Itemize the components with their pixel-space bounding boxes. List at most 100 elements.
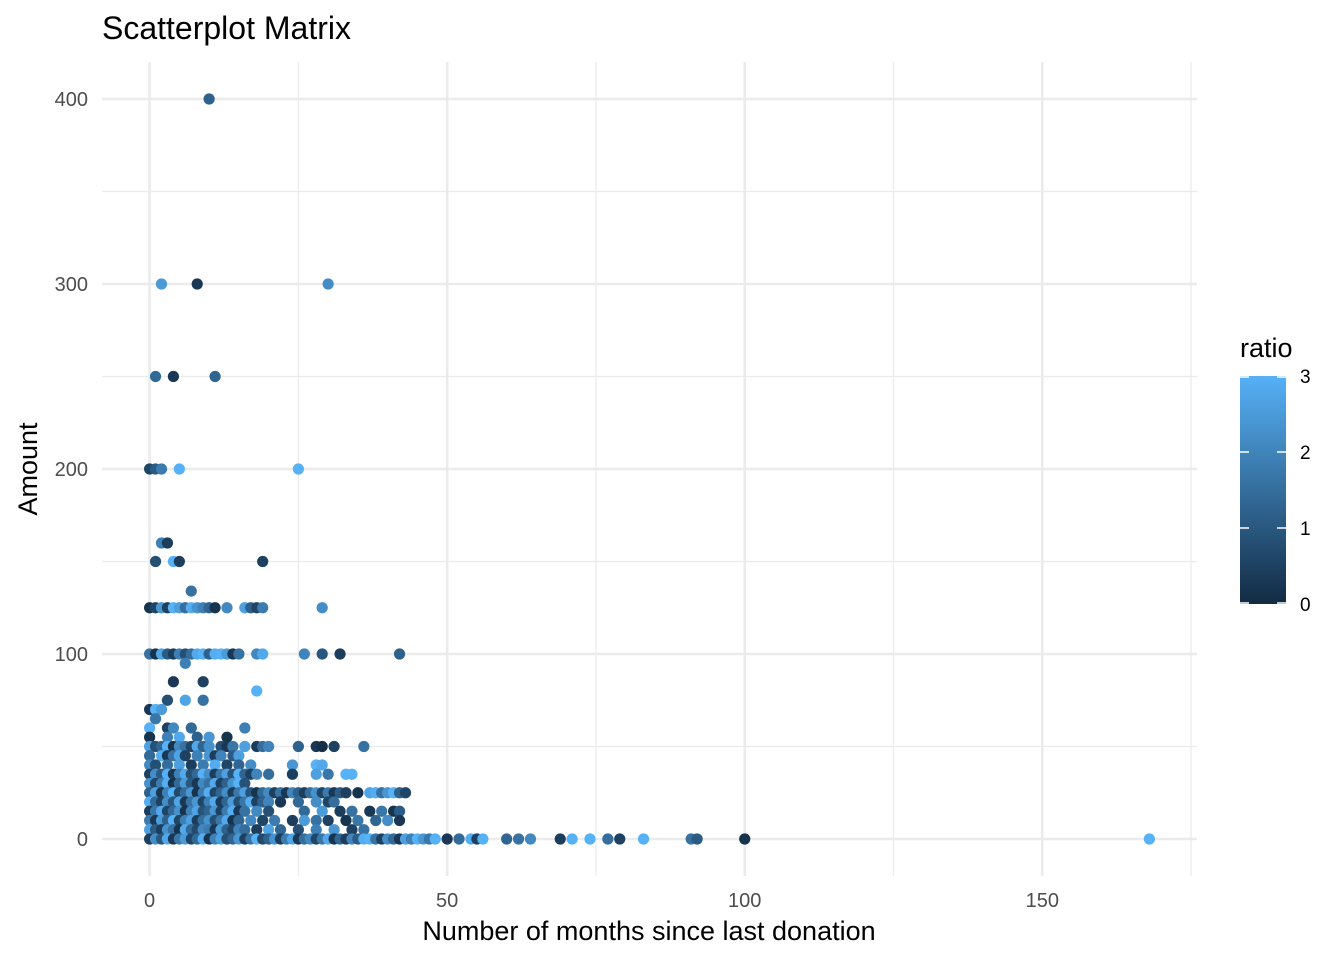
data-point bbox=[179, 750, 191, 762]
data-point bbox=[292, 740, 304, 753]
data-point bbox=[322, 768, 334, 780]
data-point bbox=[346, 805, 358, 817]
data-point bbox=[173, 731, 185, 743]
data-point bbox=[512, 833, 525, 845]
data-point bbox=[167, 370, 180, 383]
data-point bbox=[155, 703, 168, 716]
data-point bbox=[185, 585, 197, 597]
data-point bbox=[209, 602, 221, 614]
data-point bbox=[185, 722, 197, 734]
data-point bbox=[257, 555, 269, 568]
data-point bbox=[310, 824, 322, 836]
data-point bbox=[161, 694, 174, 706]
data-point bbox=[245, 759, 257, 771]
colorbar-ticks: 0 1 2 3 bbox=[1240, 367, 1311, 616]
chart-title: Scatterplot Matrix bbox=[102, 10, 351, 46]
y-axis-title: Amount bbox=[13, 422, 43, 516]
data-point bbox=[221, 731, 233, 743]
y-axis-ticks: 0 100 200 300 400 bbox=[55, 89, 88, 851]
data-points bbox=[144, 93, 1155, 845]
data-point bbox=[554, 833, 566, 845]
data-point bbox=[251, 824, 263, 836]
data-point bbox=[358, 824, 370, 836]
colorbar-tick-label: 1 bbox=[1300, 519, 1311, 540]
data-point bbox=[292, 824, 304, 836]
data-point bbox=[161, 759, 174, 771]
data-point bbox=[167, 722, 180, 734]
data-point bbox=[263, 768, 275, 780]
data-point bbox=[298, 805, 310, 817]
data-point bbox=[221, 759, 233, 771]
data-point bbox=[239, 740, 251, 753]
data-point bbox=[173, 555, 185, 568]
colorbar bbox=[1240, 376, 1286, 604]
data-point bbox=[239, 777, 251, 790]
data-point bbox=[292, 796, 304, 808]
data-point bbox=[191, 731, 203, 743]
data-point bbox=[149, 713, 162, 725]
data-point bbox=[227, 740, 239, 753]
legend-title: ratio bbox=[1240, 333, 1293, 363]
data-point bbox=[251, 768, 263, 780]
data-point bbox=[393, 648, 406, 660]
data-point bbox=[149, 555, 162, 568]
x-axis-ticks: 0 50 100 150 bbox=[144, 890, 1059, 912]
colorbar-tick-label: 3 bbox=[1300, 367, 1311, 388]
data-point bbox=[155, 278, 168, 290]
data-point bbox=[155, 463, 168, 475]
data-point bbox=[340, 814, 352, 827]
data-point bbox=[239, 805, 251, 817]
data-point bbox=[173, 463, 185, 475]
data-point bbox=[263, 796, 275, 808]
y-tick-label: 300 bbox=[55, 274, 88, 296]
data-point bbox=[316, 759, 328, 771]
data-point bbox=[316, 805, 328, 817]
data-point bbox=[233, 814, 245, 827]
data-point bbox=[197, 676, 209, 688]
data-point bbox=[316, 740, 328, 753]
data-point bbox=[316, 602, 328, 614]
data-point bbox=[370, 814, 382, 827]
data-point bbox=[477, 833, 489, 845]
data-point bbox=[346, 768, 358, 780]
data-point bbox=[173, 759, 185, 771]
data-point bbox=[334, 648, 346, 660]
colorbar-tick-label: 0 bbox=[1300, 595, 1311, 616]
data-point bbox=[233, 648, 245, 660]
x-tick-label: 0 bbox=[144, 890, 155, 912]
data-point bbox=[257, 648, 269, 660]
data-point bbox=[566, 833, 578, 845]
data-point bbox=[524, 833, 537, 845]
data-point bbox=[209, 759, 221, 771]
data-point bbox=[739, 833, 751, 845]
data-point bbox=[352, 787, 364, 799]
data-point bbox=[298, 814, 310, 827]
data-point bbox=[584, 833, 596, 845]
data-point bbox=[251, 685, 263, 697]
data-point bbox=[197, 759, 209, 771]
data-point bbox=[144, 722, 156, 734]
data-point bbox=[286, 768, 299, 780]
data-point bbox=[399, 787, 412, 799]
data-point bbox=[334, 805, 346, 817]
data-point bbox=[239, 824, 251, 836]
data-point bbox=[179, 657, 191, 669]
data-point bbox=[298, 648, 310, 660]
data-point bbox=[161, 537, 174, 549]
data-point bbox=[328, 824, 340, 836]
data-point bbox=[197, 694, 209, 706]
data-point bbox=[393, 814, 406, 827]
data-point bbox=[233, 750, 245, 762]
data-point bbox=[185, 759, 197, 771]
data-point bbox=[453, 833, 465, 845]
grid-lines bbox=[102, 62, 1197, 876]
data-point bbox=[144, 731, 156, 743]
data-point bbox=[203, 740, 215, 753]
y-tick-label: 0 bbox=[77, 829, 88, 851]
data-point bbox=[274, 796, 287, 808]
data-point bbox=[215, 750, 227, 762]
data-point bbox=[340, 787, 352, 799]
data-point bbox=[286, 814, 299, 827]
x-tick-label: 50 bbox=[436, 890, 458, 912]
data-point bbox=[149, 370, 162, 383]
